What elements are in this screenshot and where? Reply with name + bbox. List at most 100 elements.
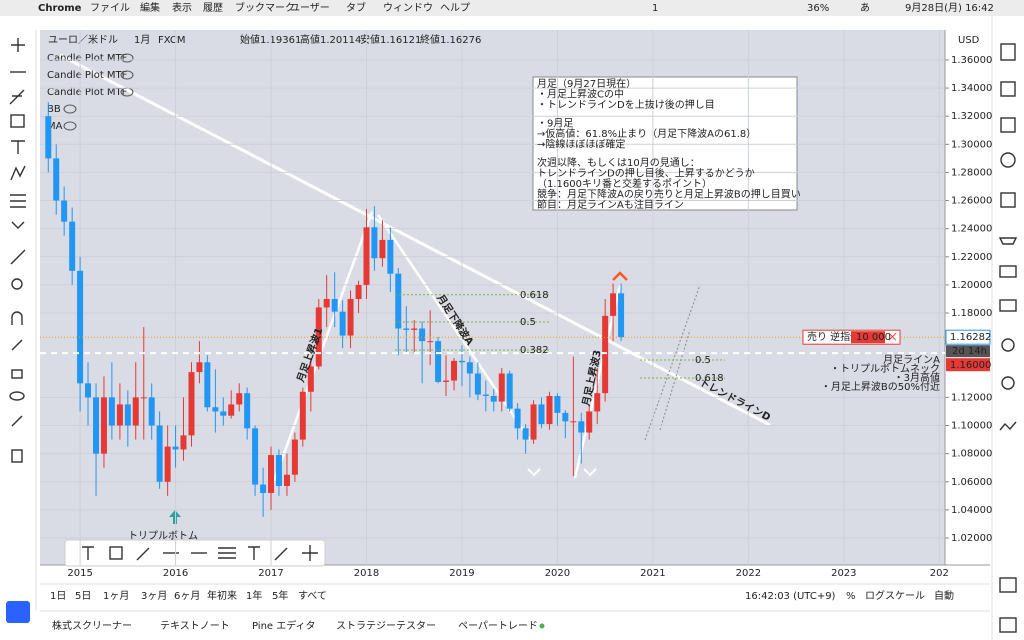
annotation-line: ・9月足 [537,118,573,130]
auto-toggle[interactable]: 自動 [934,589,954,602]
channel-draw[interactable] [218,547,236,559]
line-draw[interactable] [136,547,150,561]
x-tick-label: 2019 [449,568,474,579]
range-button[interactable]: 1日 [50,591,66,602]
text-tool[interactable] [11,140,25,154]
streams-icon[interactable] [1001,338,1015,352]
ideas-icon[interactable] [998,237,1018,245]
candle-body [474,373,481,395]
candle-body [180,435,187,450]
hotlist-icon[interactable] [1000,152,1016,168]
range-button[interactable]: 5日 [75,591,91,602]
shape-tool[interactable] [10,114,25,128]
countdown: 2d 14h [952,346,987,357]
range-button[interactable]: 年初来 [207,589,237,602]
candle-body [108,397,115,426]
range-button[interactable]: 1年 [246,589,262,602]
candle-body [220,411,227,416]
lock-tool[interactable] [11,369,23,379]
crosshair-tool[interactable] [11,38,25,52]
candle-body [196,362,203,373]
draw-mode-tool[interactable] [11,339,23,351]
ruler-tool[interactable] [10,249,26,265]
chat-icon[interactable] [999,299,1017,312]
candle-body [299,391,306,440]
forecast-tool[interactable] [10,194,26,208]
note-draw[interactable] [248,546,260,560]
calendar-icon[interactable] [1000,192,1016,208]
visibility-tool[interactable] [9,391,25,401]
last-price-label: 1.16282 [950,332,991,343]
visibility-toggle[interactable] [63,104,77,114]
tab[interactable]: ペーパートレード [458,620,538,632]
y-tick-label: 1.12000 [951,392,992,403]
magnet-tool[interactable] [11,311,23,325]
ohlc-label: 終値 [420,33,440,46]
alerts-icon[interactable] [1000,81,1016,97]
more-tool[interactable] [11,221,25,229]
order-icon[interactable] [999,421,1017,431]
y-tick-label: 1.36000 [951,55,992,66]
watchlist-icon[interactable] [1000,43,1016,61]
pattern-tool[interactable] [10,165,26,181]
candle-body [530,404,537,440]
candle-body [594,393,601,412]
cross-draw[interactable] [302,545,318,561]
text-draw[interactable] [82,546,94,560]
layers-icon[interactable] [999,577,1017,593]
help-icon[interactable] [999,617,1017,633]
data-icon[interactable] [1000,117,1016,133]
x-tick-label: 2015 [67,568,92,579]
indicator: Candle Plot MTF [47,87,128,98]
indicator: Candle Plot MTF [47,53,128,64]
indicator: MA [47,121,63,132]
star-button[interactable] [6,601,30,623]
notif-icon[interactable] [1001,376,1015,390]
tab[interactable]: Pine エディタ [252,619,316,632]
delete-tool[interactable] [11,449,23,463]
candle-body [602,315,609,394]
fib-label: 0.5 [520,317,536,328]
fib-label: 0.382 [520,345,549,356]
candle-body [291,439,298,475]
visibility-toggle[interactable] [120,70,134,80]
range-button[interactable]: 5年 [272,589,288,602]
tab[interactable]: テキストノート [160,621,230,632]
log-toggle[interactable]: ログスケール [865,589,925,602]
annotation-line: →陰線ほぼほぼ確定 [537,138,625,151]
range-button[interactable]: すべて [298,590,327,602]
candle-body [69,221,76,271]
pattern-label: トリプルボトム [128,530,198,542]
range-button[interactable]: 1ヶ月 [103,590,129,602]
rect-draw[interactable] [109,546,123,560]
tab[interactable]: ストラテジーテスター [336,620,436,632]
menu-item: ファイル [90,3,130,14]
candle-body [514,408,521,429]
visibility-toggle[interactable] [120,53,134,63]
candle-body [323,298,330,308]
line-note: ・3月高値 [894,371,940,384]
candle-body [562,412,569,422]
wave-line [376,214,532,441]
visibility-toggle[interactable] [63,121,77,131]
chat-icon[interactable] [999,265,1017,278]
range-button[interactable]: 6ヶ月 [174,590,200,602]
drawing-toolbar [64,539,326,567]
brush-draw[interactable] [274,547,288,561]
candle-body [506,373,513,409]
ohlc-value: 1.16121 [380,35,421,46]
annotation-box [532,76,798,211]
fib-tool[interactable] [9,89,25,105]
candle-body [85,383,92,398]
zoom-tool[interactable] [11,278,23,290]
tab-status [539,623,545,629]
candle-body [538,404,545,425]
link-tool[interactable] [11,415,23,427]
candle-body [355,284,362,299]
low-marker [527,468,597,477]
range-button[interactable]: 3ヶ月 [141,590,167,602]
tab[interactable]: 株式スクリーナー [52,619,132,632]
order-close[interactable] [888,332,897,341]
percent-toggle[interactable]: % [846,591,856,602]
y-tick-label: 1.34000 [951,83,992,94]
